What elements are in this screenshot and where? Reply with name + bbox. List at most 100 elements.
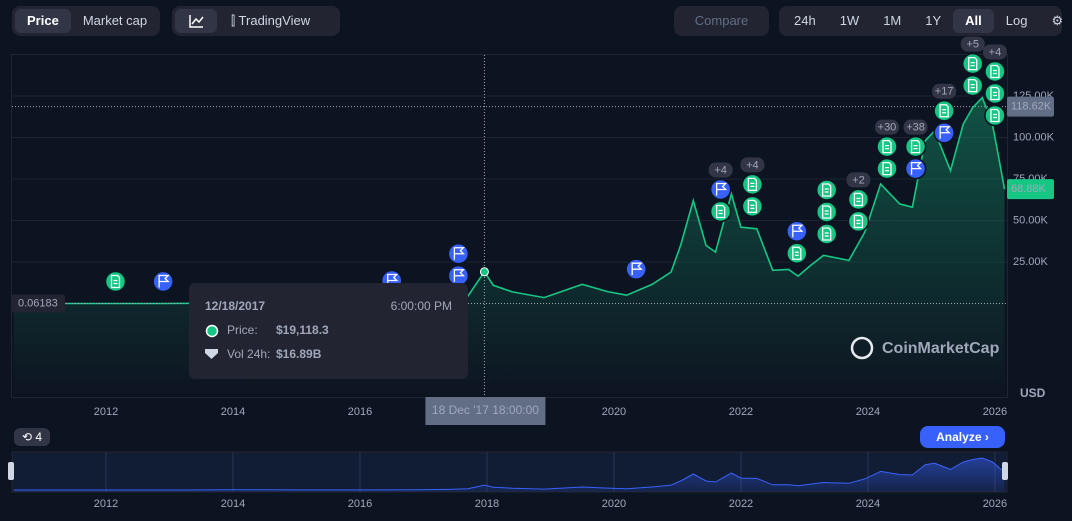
range-switch: 24h 1W 1M 1Y All Log ⚙ (779, 6, 1063, 36)
count-label: +5 (966, 39, 979, 51)
doc-icon (961, 52, 984, 75)
volume-icon (205, 349, 218, 359)
navigator-handle[interactable] (8, 462, 14, 480)
doc-icon (741, 195, 764, 218)
doc-icon (815, 201, 838, 223)
doc-glyph (792, 246, 802, 260)
doc-icon (815, 179, 838, 201)
tooltip-price-label: Price: (227, 323, 258, 337)
tooltip-price: $19,118.3 (276, 323, 329, 337)
flag-glyph (631, 262, 643, 276)
x-tick-label: 2022 (729, 406, 753, 418)
y-tick-label: 25.00K (1013, 256, 1049, 268)
y-tick-label: 100.00K (1013, 131, 1055, 143)
settings-button[interactable]: ⚙ (1051, 13, 1064, 28)
doc-icon (984, 104, 1006, 127)
doc-glyph (990, 64, 1000, 79)
high-price-tag-label: 118.62K (1011, 101, 1052, 113)
analyze-label: Analyze (936, 430, 982, 444)
doc-icon (104, 270, 127, 293)
navigator-tick-label: 2012 (94, 498, 118, 510)
tooltip-volume: $16.89B (276, 347, 322, 361)
doc-glyph (110, 274, 121, 289)
count-label: +2 (852, 174, 865, 186)
compare-label: Compare (694, 13, 749, 28)
x-tick-label: 2024 (856, 406, 880, 418)
navigator-tick-label: 2022 (729, 498, 753, 510)
navigator-area (13, 458, 1005, 492)
view-button[interactable]: Price (15, 9, 71, 33)
doc-glyph (910, 139, 921, 154)
doc-icon (709, 200, 732, 223)
range-button[interactable]: 1M (883, 13, 902, 28)
crosshair-y-tag (12, 294, 65, 313)
tradingview-button[interactable]: ⫿ TradingView (231, 13, 311, 28)
navigator-tick-label: 2026 (983, 498, 1007, 510)
count-badge (932, 83, 957, 99)
range-button[interactable]: 1Y (925, 13, 942, 28)
view-button[interactable]: Market cap (82, 13, 148, 28)
flag-glyph (453, 269, 465, 282)
flag-glyph (453, 247, 465, 260)
price-dot (205, 324, 219, 338)
navigator-handle[interactable] (1002, 462, 1008, 480)
doc-icon (876, 157, 898, 180)
doc-glyph (747, 199, 758, 214)
x-tick-label: 2012 (94, 406, 118, 418)
doc-icon (847, 210, 870, 233)
chart-switch: ⫿ TradingView (172, 6, 340, 36)
history-count: 4 (35, 430, 43, 444)
flag-glyph (715, 182, 728, 196)
tooltip (189, 283, 468, 379)
doc-glyph (882, 139, 892, 154)
count-badge (846, 172, 871, 188)
count-label: +17 (935, 86, 954, 98)
doc-glyph (990, 86, 1000, 101)
count-label: +30 (878, 122, 897, 134)
range-button[interactable]: All (953, 9, 994, 33)
navigator-line (13, 457, 1005, 491)
flag-glyph (158, 274, 170, 288)
navigator-tick-label: 2024 (856, 498, 880, 510)
doc-glyph (968, 78, 978, 93)
navigator-tick-label: 2016 (348, 498, 372, 510)
doc-glyph (990, 108, 1000, 123)
doc-glyph (715, 204, 726, 219)
doc-glyph (853, 214, 864, 229)
count-badge (874, 119, 899, 135)
tooltip-volume-label: Vol 24h: (227, 347, 270, 361)
doc-icon (904, 135, 927, 158)
doc-glyph (822, 183, 832, 197)
last-price-tag-label: 68.88K (1011, 183, 1047, 195)
crosshair-x-tag (425, 397, 546, 425)
count-badge (960, 36, 985, 52)
watermark-logo (850, 336, 874, 360)
x-tick-label: 2016 (348, 406, 372, 418)
x-tick-label: 2014 (221, 406, 245, 418)
compare-button[interactable]: Compare (674, 6, 769, 36)
high-price-tag (1007, 96, 1054, 117)
range-button[interactable]: 1W (839, 13, 860, 28)
doc-icon (815, 223, 838, 245)
doc-icon (786, 242, 808, 265)
navigator-tick-label: 2018 (475, 498, 499, 510)
tooltip-time: 6:00:00 PM (391, 299, 452, 313)
analyze-button[interactable]: Analyze › (920, 426, 1005, 448)
crosshair-y-label: 0.06183 (18, 297, 58, 309)
tooltip-date: 12/18/2017 (205, 299, 265, 313)
view-switch: Price Market cap (12, 6, 160, 36)
doc-glyph (853, 192, 864, 207)
log-button[interactable]: Log (1005, 13, 1028, 28)
doc-icon (741, 173, 764, 196)
count-label: +4 (714, 164, 727, 176)
count-label: +4 (989, 46, 1002, 58)
flag-glyph (792, 224, 804, 238)
count-badge (740, 157, 765, 173)
range-button[interactable]: 24h (794, 13, 816, 28)
count-badge (982, 44, 1007, 60)
history-badge[interactable]: ⟲ 4 (14, 428, 50, 446)
line-chart-button[interactable] (175, 9, 217, 33)
flag-glyph (939, 126, 951, 139)
